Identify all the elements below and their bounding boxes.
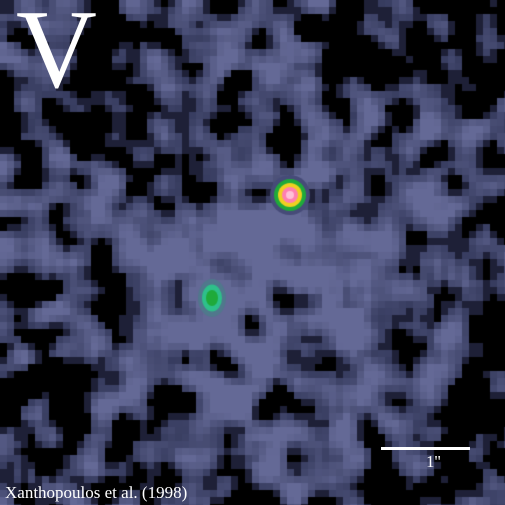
scale-bar: [381, 447, 470, 450]
scale-bar-label: 1'': [426, 452, 441, 471]
band-label: V: [16, 0, 97, 112]
credit-text: Xanthopoulos et al. (1998): [5, 483, 188, 502]
